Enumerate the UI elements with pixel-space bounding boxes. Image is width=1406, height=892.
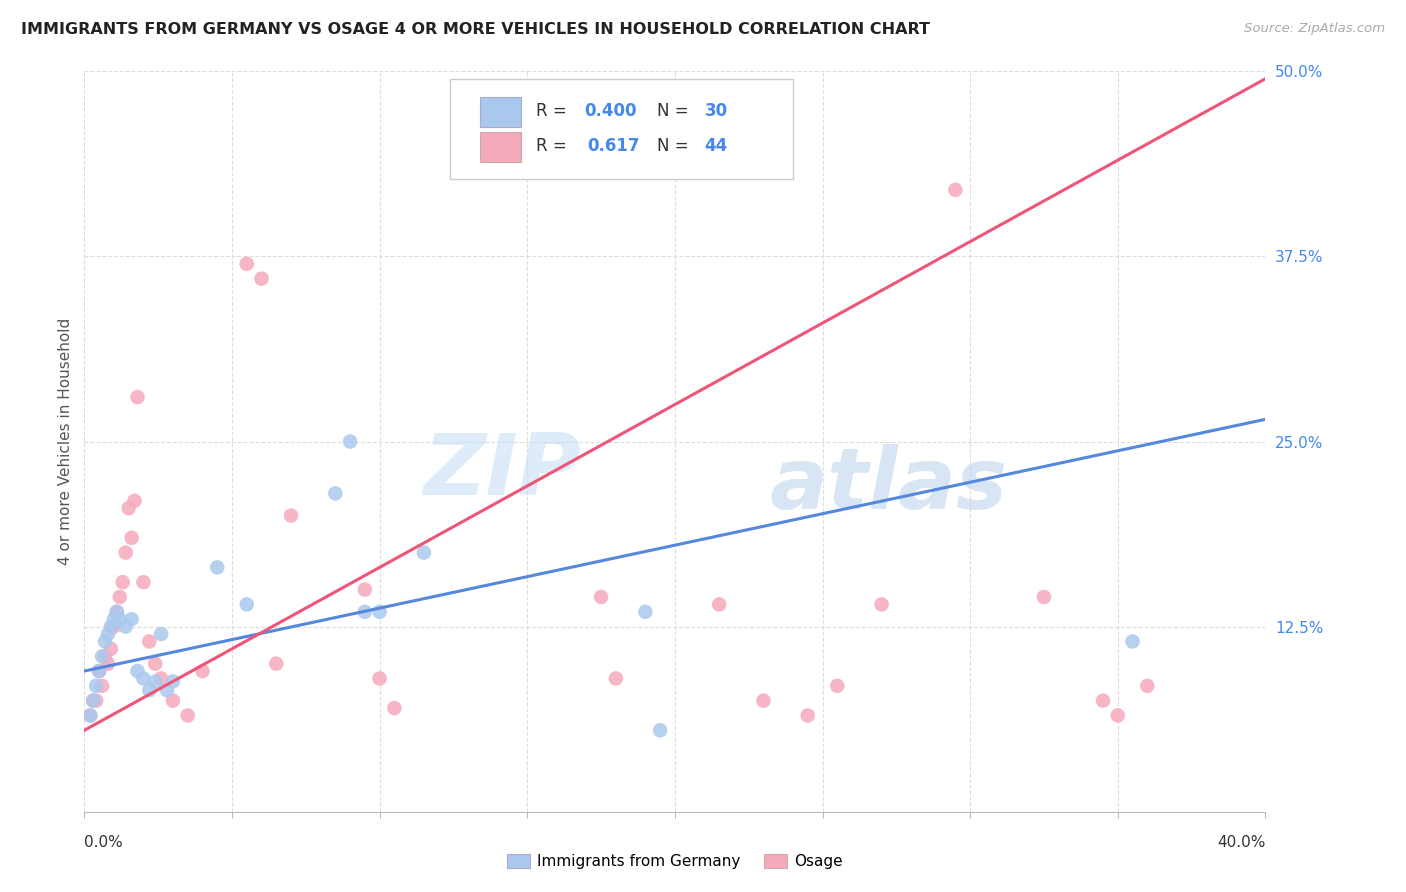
Point <box>827 679 849 693</box>
Point <box>100 619 122 633</box>
Point <box>127 390 149 404</box>
Point <box>114 546 136 560</box>
FancyBboxPatch shape <box>479 132 522 161</box>
Point <box>354 582 377 597</box>
Text: N =: N = <box>657 137 695 155</box>
Point <box>91 679 114 693</box>
Point <box>162 674 184 689</box>
Point <box>138 634 160 648</box>
Y-axis label: 4 or more Vehicles in Household: 4 or more Vehicles in Household <box>58 318 73 566</box>
Point <box>97 657 120 671</box>
Text: R =: R = <box>536 103 571 120</box>
Point <box>111 575 134 590</box>
Point <box>368 672 391 686</box>
Point <box>156 683 179 698</box>
Point <box>648 723 672 738</box>
Point <box>235 598 259 612</box>
Point <box>205 560 228 574</box>
Text: 0.400: 0.400 <box>583 103 637 120</box>
Point <box>191 664 214 678</box>
Point <box>84 679 107 693</box>
Point <box>354 605 377 619</box>
Point <box>280 508 302 523</box>
Text: Source: ZipAtlas.com: Source: ZipAtlas.com <box>1244 22 1385 36</box>
Point <box>84 694 107 708</box>
Text: 30: 30 <box>704 103 727 120</box>
Point <box>591 590 613 604</box>
Point <box>121 531 143 545</box>
Point <box>118 501 141 516</box>
Text: IMMIGRANTS FROM GERMANY VS OSAGE 4 OR MORE VEHICLES IN HOUSEHOLD CORRELATION CHA: IMMIGRANTS FROM GERMANY VS OSAGE 4 OR MO… <box>21 22 931 37</box>
Point <box>121 612 143 626</box>
Point <box>143 674 166 689</box>
Point <box>1107 708 1129 723</box>
FancyBboxPatch shape <box>450 78 793 178</box>
Point <box>605 672 627 686</box>
Text: N =: N = <box>657 103 695 120</box>
Point <box>87 664 111 678</box>
Point <box>162 694 184 708</box>
Point <box>105 605 128 619</box>
Point <box>79 708 101 723</box>
Point <box>132 575 155 590</box>
Point <box>108 612 131 626</box>
Point <box>97 627 120 641</box>
Point <box>413 546 436 560</box>
Point <box>150 627 173 641</box>
Text: atlas: atlas <box>769 444 1008 527</box>
Point <box>177 708 200 723</box>
Point <box>108 590 131 604</box>
Point <box>796 708 818 723</box>
Point <box>100 641 122 656</box>
Point <box>132 672 155 686</box>
Text: ZIP: ZIP <box>423 430 581 513</box>
FancyBboxPatch shape <box>479 97 522 127</box>
Point <box>87 664 111 678</box>
Point <box>138 683 160 698</box>
Point <box>235 257 259 271</box>
Point <box>103 612 125 626</box>
Text: 44: 44 <box>704 137 728 155</box>
Point <box>368 605 391 619</box>
Point <box>150 672 173 686</box>
Point <box>105 605 128 619</box>
Point <box>634 605 657 619</box>
Point <box>870 598 893 612</box>
Point <box>648 123 672 137</box>
Point <box>94 649 117 664</box>
Point <box>250 271 273 285</box>
Point <box>82 694 104 708</box>
Point <box>114 619 136 633</box>
Point <box>103 619 125 633</box>
Text: R =: R = <box>536 137 576 155</box>
Point <box>1091 694 1114 708</box>
Point <box>124 493 146 508</box>
Point <box>94 634 117 648</box>
Point <box>1032 590 1054 604</box>
Text: 0.0%: 0.0% <box>84 836 124 850</box>
Point <box>264 657 288 671</box>
Point <box>91 649 114 664</box>
Point <box>323 486 347 500</box>
Point <box>709 598 731 612</box>
Point <box>79 708 101 723</box>
Legend: Immigrants from Germany, Osage: Immigrants from Germany, Osage <box>501 848 849 875</box>
Point <box>82 694 104 708</box>
Point <box>1136 679 1159 693</box>
Point <box>752 694 775 708</box>
Point <box>382 701 406 715</box>
Text: 40.0%: 40.0% <box>1218 836 1265 850</box>
Point <box>945 183 967 197</box>
Text: 0.617: 0.617 <box>588 137 640 155</box>
Point <box>127 664 149 678</box>
Point <box>339 434 361 449</box>
Point <box>143 657 166 671</box>
Point <box>1122 634 1144 648</box>
